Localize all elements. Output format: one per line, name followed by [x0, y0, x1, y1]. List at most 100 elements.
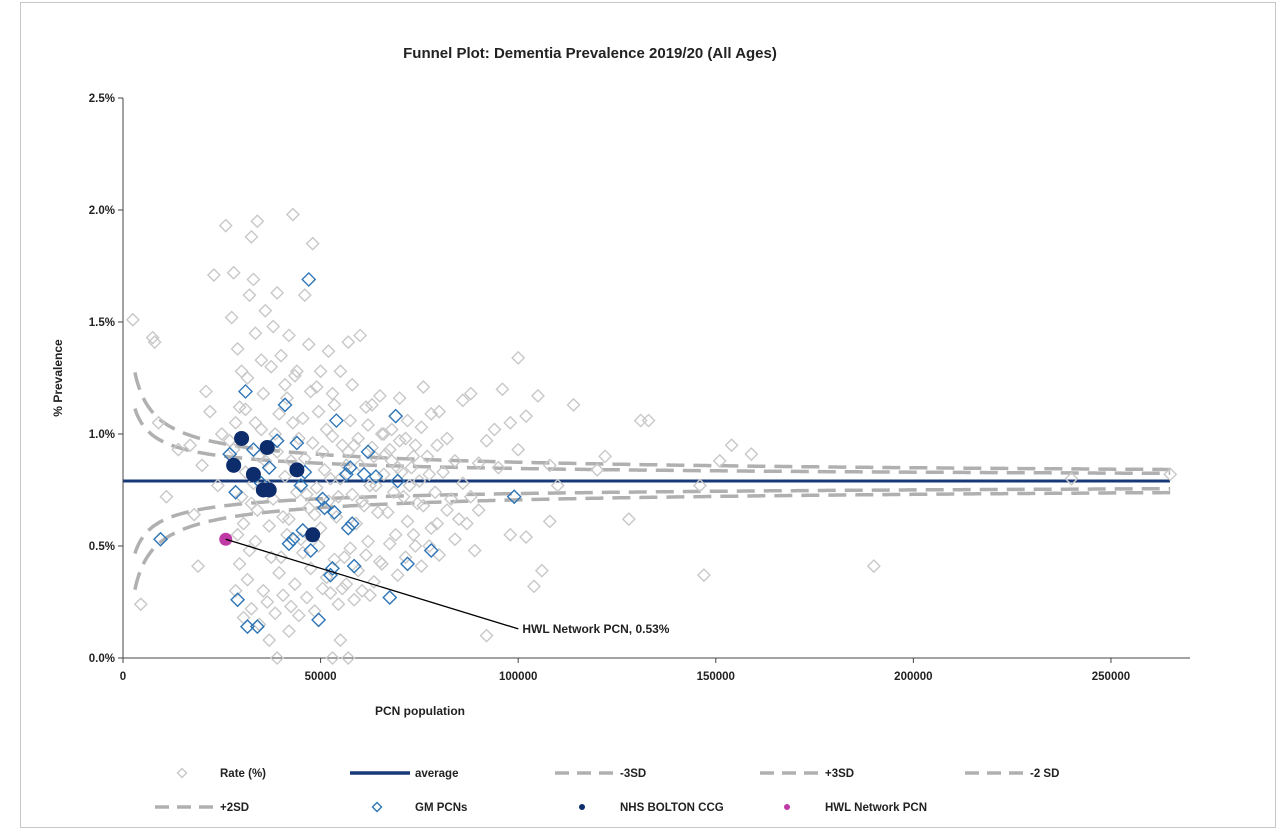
gm-pcns-point	[388, 408, 404, 424]
rate-point	[447, 453, 462, 468]
rate-point	[287, 368, 302, 383]
legend-item: +3SD	[760, 768, 854, 780]
gm-pcns-point	[311, 612, 327, 628]
rate-point	[396, 489, 411, 504]
rate-point	[283, 599, 298, 614]
nhs-bolton-ccg-point	[234, 430, 250, 446]
rate-point	[289, 485, 304, 500]
rate-point	[147, 335, 162, 350]
rate-point	[641, 413, 656, 428]
rate-point	[451, 512, 466, 527]
rate-point	[355, 494, 370, 509]
gm-pcns-point	[277, 397, 293, 413]
rate-point	[491, 460, 506, 475]
rate-point	[370, 505, 385, 520]
rate-point	[343, 541, 358, 556]
gm-pcns-point	[281, 536, 297, 552]
rate-point	[479, 433, 494, 448]
rate-point	[463, 386, 478, 401]
rate-point	[244, 496, 259, 511]
legend-item: -3SD	[555, 768, 646, 780]
legend-item: +2SD	[155, 802, 249, 814]
rate-point	[388, 527, 403, 542]
rate-point	[463, 489, 478, 504]
rate-point	[240, 572, 255, 587]
rate-point	[228, 583, 243, 598]
rate-point	[299, 590, 314, 605]
legend-marker-diamond	[371, 801, 383, 813]
rate-point	[202, 404, 217, 419]
rate-point	[226, 265, 241, 280]
rate-point	[266, 319, 281, 334]
rate-point	[295, 545, 310, 560]
y-tick-label: 0.5%	[89, 541, 115, 553]
rate-point	[353, 328, 368, 343]
rate-point	[359, 400, 374, 415]
rate-point	[436, 465, 451, 480]
rate-point	[276, 509, 291, 524]
rate-point	[262, 633, 277, 648]
rate-point	[550, 478, 565, 493]
rate-point	[289, 364, 304, 379]
axes: 0.0% 0.5% 1.0% 1.5% 2.0% 2.5% 0 50000 100000 1500…	[89, 93, 1190, 683]
rate-point	[402, 478, 417, 493]
rate-point	[335, 581, 350, 596]
rate-point	[495, 382, 510, 397]
rate-point	[621, 512, 636, 527]
rate-point	[280, 391, 294, 406]
rate-point	[542, 458, 557, 473]
rate-point	[447, 532, 462, 547]
gm-pcns-point	[245, 442, 261, 458]
rate-point	[268, 427, 283, 441]
rate-point	[1163, 467, 1178, 482]
x-tick-label: 0	[120, 671, 126, 683]
rate-point	[374, 556, 389, 571]
gm-pcns-point	[230, 592, 246, 608]
rate-point	[323, 586, 338, 601]
rate-point	[511, 442, 526, 457]
gm-pcns-point	[368, 469, 384, 485]
rate-point	[455, 393, 470, 408]
gm-pcns-point	[317, 500, 333, 516]
rate-point	[333, 633, 348, 648]
rate-point	[285, 207, 300, 222]
rate-point	[244, 601, 259, 616]
rate-point	[503, 527, 518, 542]
rate-point	[527, 579, 541, 594]
rate-point	[866, 559, 881, 574]
rate-point	[542, 514, 557, 529]
rate-point	[410, 496, 425, 511]
rate-point	[272, 565, 287, 580]
rate-point	[400, 514, 415, 529]
legend-marker-circle	[784, 804, 790, 810]
rate-point	[530, 388, 545, 403]
gm-pcns-point	[303, 542, 319, 558]
rate-point	[236, 516, 251, 531]
rate-point	[246, 272, 261, 287]
rate-point	[230, 341, 245, 356]
rate-point	[430, 516, 445, 531]
rate-point	[321, 494, 336, 509]
rate-point	[471, 503, 486, 518]
rate-point	[398, 550, 413, 565]
rate-point	[440, 503, 455, 518]
y-tick-label: 1.5%	[89, 317, 115, 329]
legend-item: -2 SD	[965, 768, 1059, 780]
legend: Rate (%) average -3SD +3SD -2 SD +2SD GM PCNs N…	[155, 767, 1059, 814]
rate-point	[299, 487, 314, 502]
gm-pcns-point	[400, 556, 416, 572]
gm-pcns-point	[301, 271, 317, 287]
rate-point	[361, 418, 376, 433]
rate-point	[422, 539, 437, 553]
legend-label: -3SD	[620, 768, 646, 780]
rate-point	[224, 310, 239, 325]
rate-point	[234, 489, 249, 504]
y-tick-label: 2.0%	[89, 205, 115, 217]
rate-point	[276, 588, 291, 603]
rate-point	[392, 433, 407, 448]
rate-point	[384, 422, 399, 437]
rate-point	[363, 478, 377, 493]
rate-point	[696, 568, 711, 583]
rate-point	[242, 288, 257, 303]
rate-point	[341, 651, 356, 665]
